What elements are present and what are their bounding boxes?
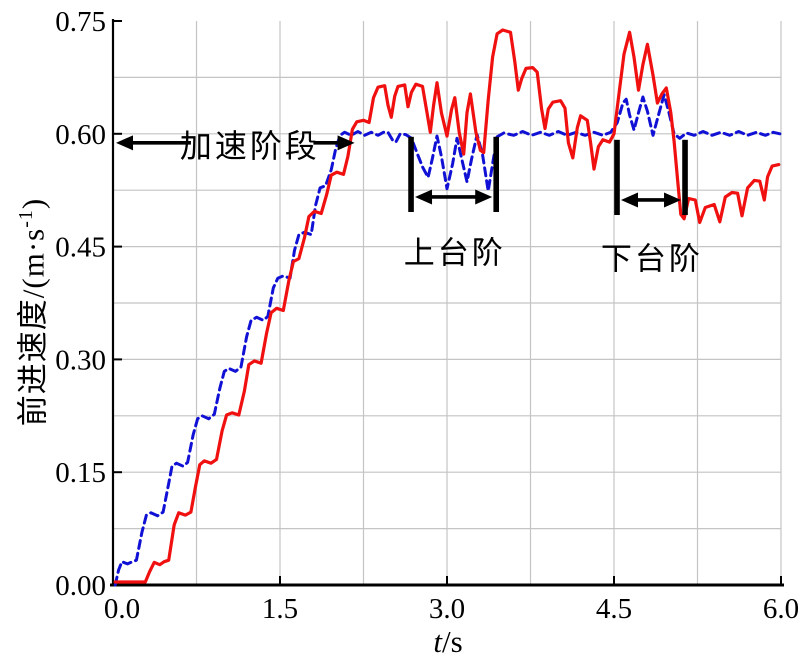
- y-axis-title-close: ): [15, 197, 51, 210]
- interval-bar: [614, 139, 620, 216]
- interval-bar: [408, 136, 414, 213]
- y-tick-label: 0.15: [55, 457, 106, 489]
- interval-bar: [682, 139, 688, 216]
- y-axis-title-sup: -1: [15, 209, 38, 228]
- x-tick-label: 6.0: [763, 593, 799, 625]
- down-steps-label: 下台阶: [600, 241, 703, 277]
- interval-arrowhead-left: [621, 192, 639, 208]
- solid-red-actual-velocity-curve: [113, 28, 781, 584]
- x-tick-label: 1.5: [262, 593, 298, 625]
- interval-bar: [493, 136, 500, 213]
- y-tick-label: 0.75: [55, 6, 106, 38]
- accel-right-arrowhead: [337, 135, 355, 151]
- x-axis-title-var: t: [433, 624, 442, 659]
- y-tick-label: 0.45: [55, 232, 106, 264]
- x-tick-label: 0.0: [104, 593, 140, 625]
- x-axis-title: t/s: [433, 624, 462, 660]
- x-tick-label: 4.5: [596, 593, 632, 625]
- y-tick-label: 0.60: [55, 119, 106, 151]
- interval-arrowhead-right: [475, 189, 493, 205]
- y-axis-title: 前进速度/(m·s-1): [8, 198, 53, 426]
- y-tick-label: 0.00: [55, 570, 106, 602]
- interval-arrowhead-right: [664, 192, 682, 208]
- y-tick-label: 0.30: [55, 344, 106, 376]
- y-axis-title-main: 前进速度/(m·s: [15, 227, 51, 427]
- interval-arrowhead-left: [415, 189, 433, 205]
- dashed-blue-reference-velocity-curve: [113, 93, 782, 587]
- accel-left-arrowhead: [116, 135, 134, 151]
- accel-phase-label: 加速阶段: [179, 127, 320, 164]
- up-steps-label: 上台阶: [403, 235, 506, 271]
- x-axis-title-unit: /s: [441, 624, 463, 659]
- x-tick-label: 3.0: [429, 593, 465, 625]
